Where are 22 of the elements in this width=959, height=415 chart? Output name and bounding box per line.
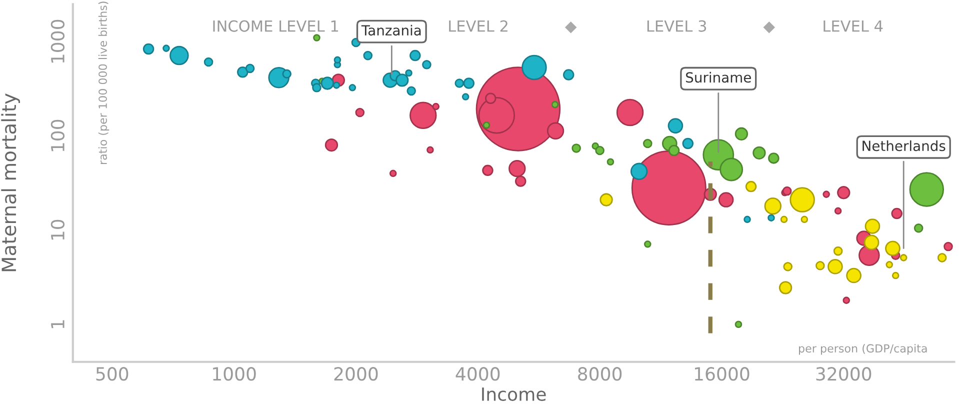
y-tick-label: 1 [51,320,64,328]
annotation: Suriname [686,72,751,83]
annotation: ratio (per 100 000 live births) [98,2,110,164]
x-tick-label: 2000 [334,367,378,381]
annotation: Tanzania [361,24,421,36]
annotation: INCOME LEVEL 1 [213,20,338,32]
x-tick-label: 500 [96,367,128,381]
y-tick-label: 10 [50,220,65,240]
x-tick-label: 16000 [694,367,750,381]
y-tick-label: 100 [50,120,65,152]
y-tick-label: 1000 [50,20,65,63]
x-tick-label: 32000 [816,367,872,381]
annotation: per person (GDP/capita [799,344,927,355]
x-tick-label: 1000 [213,367,256,381]
x-axis-title: Income [482,388,546,401]
x-tick-label: 4000 [456,367,500,381]
annotation: LEVEL 2 [449,20,508,32]
annotation: Netherlands [862,140,946,152]
x-tick-label: 8000 [578,367,622,381]
annotation: LEVEL 3 [647,20,706,32]
annotation: LEVEL 4 [824,20,883,32]
y-axis-title: Maternal mortality [1,94,20,272]
